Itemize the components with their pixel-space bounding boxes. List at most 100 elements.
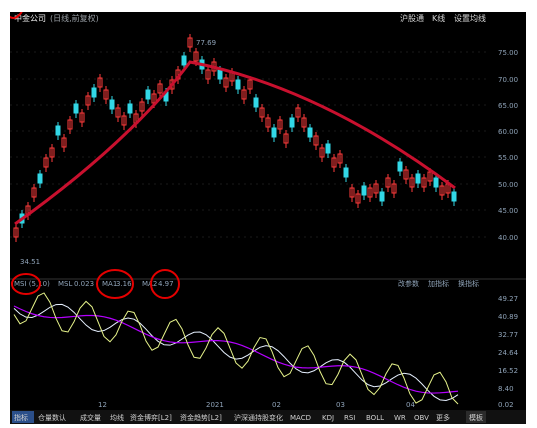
- indicator-prefix: MSI (5,10): [14, 280, 50, 288]
- candle: [37, 170, 43, 188]
- red-circle-annotation: [96, 269, 134, 299]
- candle: [307, 124, 313, 142]
- kline-link[interactable]: K线: [432, 14, 446, 23]
- price-tick: 65.00: [498, 102, 518, 110]
- candle: [139, 98, 145, 116]
- low-price-label: 34.51: [20, 258, 40, 266]
- candle: [73, 100, 79, 118]
- trend-line: [14, 60, 456, 226]
- candle: [391, 180, 397, 198]
- candle: [295, 104, 301, 122]
- date-label: 04: [406, 401, 415, 409]
- candle: [385, 174, 391, 192]
- candle: [331, 154, 337, 172]
- candle: [67, 116, 73, 134]
- candle: [349, 184, 355, 202]
- date-axis: 12 2021 02 03 04: [98, 401, 415, 409]
- candle: [157, 80, 163, 98]
- edit-params-button[interactable]: 改参数: [398, 279, 419, 288]
- template-button-bg[interactable]: [466, 411, 486, 423]
- candle: [109, 96, 115, 114]
- price-tick: 70.00: [498, 76, 518, 84]
- add-indicator-button[interactable]: 加指标: [428, 279, 449, 288]
- candle: [325, 140, 331, 158]
- candle: [379, 188, 385, 206]
- tab-11[interactable]: WR: [394, 414, 406, 422]
- tab-4[interactable]: 资金博弈[L2]: [130, 413, 172, 422]
- date-label: 12: [98, 401, 107, 409]
- tab-7[interactable]: MACD: [290, 414, 311, 422]
- candle: [79, 109, 85, 127]
- indicator-tick: 16.52: [498, 367, 518, 375]
- candle: [49, 144, 55, 162]
- ma1-value: 3.16: [116, 280, 132, 288]
- tab-2[interactable]: 成交量: [80, 413, 101, 422]
- candle: [409, 174, 415, 192]
- candle: [235, 76, 241, 94]
- chart-header: 中金公司 (日线,前复权) 沪股通 K线 设置均线: [10, 12, 526, 26]
- indicator-tabs[interactable]: 指标 仓量数认 成交量 均线 资金博弈[L2] 资金趋势[L2] 沪深通持股变化 MACD KD…: [12, 411, 450, 423]
- tab-13[interactable]: 更多: [436, 413, 450, 422]
- price-tick: 40.00: [498, 234, 518, 242]
- indicator-tick: 8.40: [498, 385, 514, 393]
- candle: [283, 130, 289, 148]
- red-circle-annotation: [11, 273, 41, 295]
- candle: [31, 184, 37, 202]
- price-tick: 75.00: [498, 49, 518, 57]
- tab-10[interactable]: BOLL: [366, 414, 384, 422]
- candle: [187, 34, 193, 52]
- ma2-value: 4.97: [158, 280, 174, 288]
- hk-connect-link[interactable]: 沪股通: [400, 14, 424, 23]
- candle: [355, 190, 361, 208]
- tab-12[interactable]: OBV: [414, 414, 429, 422]
- candle: [451, 188, 457, 206]
- ma1-line: [13, 303, 459, 402]
- candle: [439, 182, 445, 200]
- price-tick: 50.00: [498, 181, 518, 189]
- tab-1[interactable]: 仓量数认: [38, 413, 66, 422]
- candle: [253, 94, 259, 112]
- tab-9[interactable]: RSI: [344, 414, 355, 422]
- candle: [91, 84, 97, 102]
- tab-0[interactable]: 指标: [14, 413, 28, 422]
- candle: [103, 86, 109, 104]
- tab-active-bg[interactable]: [12, 411, 34, 423]
- tab-5[interactable]: 资金趋势[L2]: [180, 413, 222, 422]
- price-tick: 55.00: [498, 154, 518, 162]
- switch-indicator-button[interactable]: 换指标: [458, 279, 479, 288]
- candle: [403, 166, 409, 184]
- candle: [361, 182, 367, 200]
- candle: [127, 100, 133, 118]
- indicator-axis: 49.27 40.89 32.77 24.64 16.52 8.40 0.02: [498, 295, 519, 409]
- candle: [121, 112, 127, 130]
- tab-6[interactable]: 沪深通持股变化: [234, 413, 283, 422]
- candle: [301, 114, 307, 132]
- kline-chart: 75.00 70.00 65.00 60.00 55.00 50.00 45.00 40.00…: [10, 12, 526, 424]
- indicator-tick: 0.02: [498, 401, 514, 409]
- candle: [13, 224, 19, 242]
- candle: [367, 184, 373, 202]
- red-circle-annotation: [150, 269, 180, 299]
- candle: [433, 174, 439, 192]
- candle: [397, 158, 403, 176]
- candle: [115, 104, 121, 122]
- template-button[interactable]: 模板: [469, 413, 483, 422]
- tab-3[interactable]: 均线: [110, 413, 124, 422]
- candle: [145, 86, 151, 104]
- candle: [61, 134, 67, 152]
- tab-8[interactable]: KDJ: [322, 414, 334, 422]
- red-circle-annotation: [10, 12, 23, 19]
- indicator-tick: 49.27: [498, 295, 518, 303]
- candle: [241, 86, 247, 104]
- candle: [277, 116, 283, 134]
- candle: [85, 92, 91, 110]
- indicator-tick: 24.64: [498, 349, 519, 357]
- candle: [289, 114, 295, 132]
- date-label: 02: [272, 401, 281, 409]
- candle: [181, 52, 187, 70]
- ma-settings-link[interactable]: 设置均线: [454, 14, 486, 23]
- price-tick: 60.00: [498, 128, 518, 136]
- price-tick: 45.00: [498, 207, 518, 215]
- date-label: 2021: [206, 401, 224, 409]
- indicator-tick: 40.89: [498, 313, 518, 321]
